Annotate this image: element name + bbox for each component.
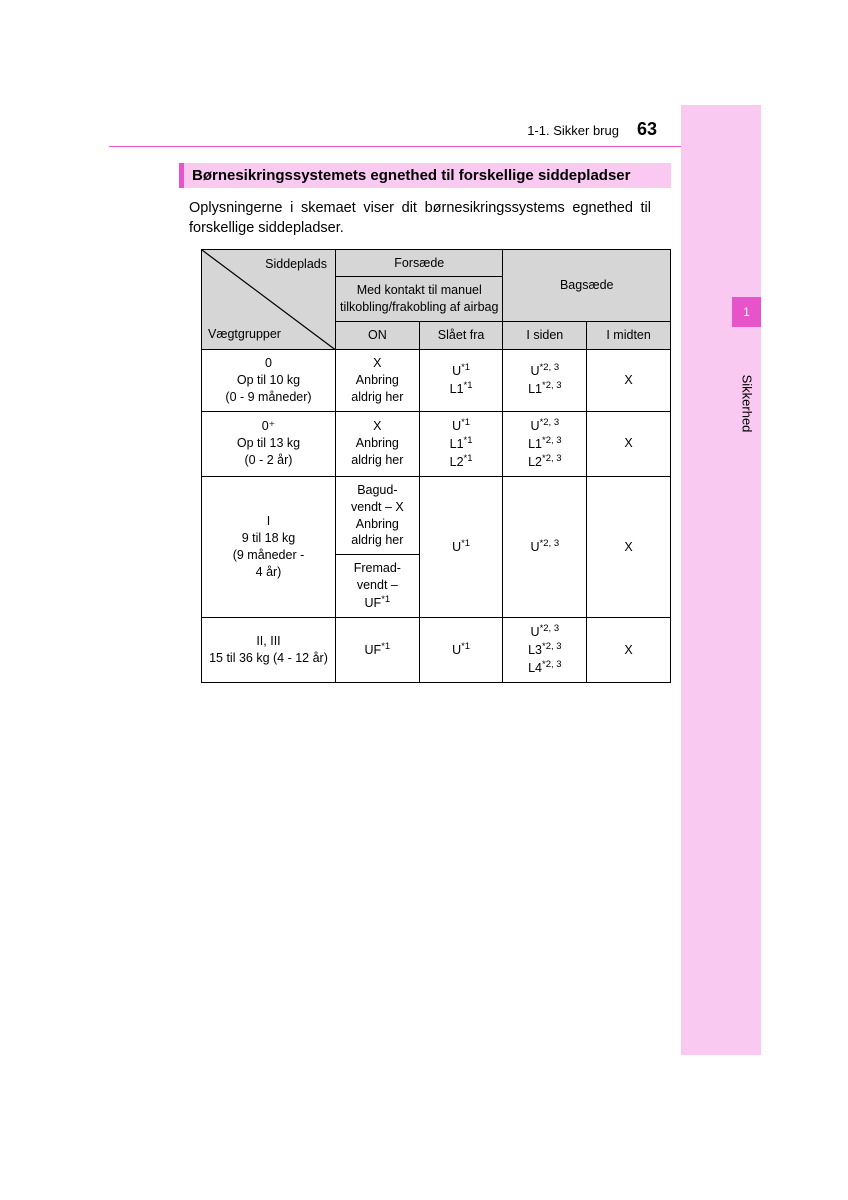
header-off: Slået fra bbox=[419, 322, 503, 350]
page-header: 1-1. Sikker brug 63 bbox=[109, 119, 681, 147]
table-middle-cell: X bbox=[587, 618, 671, 683]
header-bagsaede: Bagsæde bbox=[503, 249, 671, 322]
chapter-label-container: Sikkerhed bbox=[732, 338, 761, 468]
page-number: 63 bbox=[637, 119, 657, 140]
header-on: ON bbox=[335, 322, 419, 350]
table-on-cell: XAnbringaldrig her bbox=[335, 411, 419, 476]
table-off-cell: U*1 bbox=[419, 618, 503, 683]
table-corner-cell: Siddeplads Vægtgrupper bbox=[202, 249, 336, 350]
section-label: 1-1. Sikker brug bbox=[527, 123, 619, 138]
corner-top-label: Siddeplads bbox=[265, 256, 327, 273]
table-off-cell: U*1L1*1L2*1 bbox=[419, 411, 503, 476]
table-middle-cell: X bbox=[587, 411, 671, 476]
table-group-cell: I9 til 18 kg(9 måneder -4 år) bbox=[202, 476, 336, 617]
table-side-cell: U*2, 3 bbox=[503, 476, 587, 617]
table-off-cell: U*1 bbox=[419, 476, 503, 617]
heading: Børnesikringssystemets egnethed til fors… bbox=[179, 163, 671, 188]
seat-table-wrap: Siddeplads Vægtgrupper Forsæde Bagsæde M… bbox=[201, 249, 681, 684]
header-airbag-note: Med kontakt til manuel tilkobling/frakob… bbox=[335, 277, 502, 322]
table-group-cell: II, III15 til 36 kg (4 - 12 år) bbox=[202, 618, 336, 683]
header-middle: I midten bbox=[587, 322, 671, 350]
corner-bottom-label: Vægtgrupper bbox=[208, 326, 281, 343]
table-on-cell: UF*1 bbox=[335, 618, 419, 683]
table-side-cell: U*2, 3L3*2, 3L4*2, 3 bbox=[503, 618, 587, 683]
table-middle-cell: X bbox=[587, 350, 671, 412]
chapter-number: 1 bbox=[743, 305, 750, 319]
chapter-tab: 1 bbox=[732, 297, 761, 327]
table-off-cell: U*1L1*1 bbox=[419, 350, 503, 412]
header-forsaede: Forsæde bbox=[335, 249, 502, 277]
table-group-cell: 0Op til 10 kg(0 - 9 måneder) bbox=[202, 350, 336, 412]
table-side-cell: U*2, 3L1*2, 3 bbox=[503, 350, 587, 412]
header-side: I siden bbox=[503, 322, 587, 350]
table-on-cell: Bagud-vendt – XAnbringaldrig her bbox=[335, 476, 419, 555]
table-on-cell: XAnbringaldrig her bbox=[335, 350, 419, 412]
table-on-cell: Fremad-vendt –UF*1 bbox=[335, 555, 419, 618]
table-group-cell: 0⁺Op til 13 kg(0 - 2 år) bbox=[202, 411, 336, 476]
chapter-label: Sikkerhed bbox=[739, 374, 754, 432]
table-side-cell: U*2, 3L1*2, 3L2*2, 3 bbox=[503, 411, 587, 476]
intro-text: Oplysningerne i skemaet viser dit børnes… bbox=[189, 198, 651, 239]
table-middle-cell: X bbox=[587, 476, 671, 617]
page-content: 1-1. Sikker brug 63 Børnesikringssysteme… bbox=[89, 105, 681, 1055]
seat-suitability-table: Siddeplads Vægtgrupper Forsæde Bagsæde M… bbox=[201, 249, 671, 684]
